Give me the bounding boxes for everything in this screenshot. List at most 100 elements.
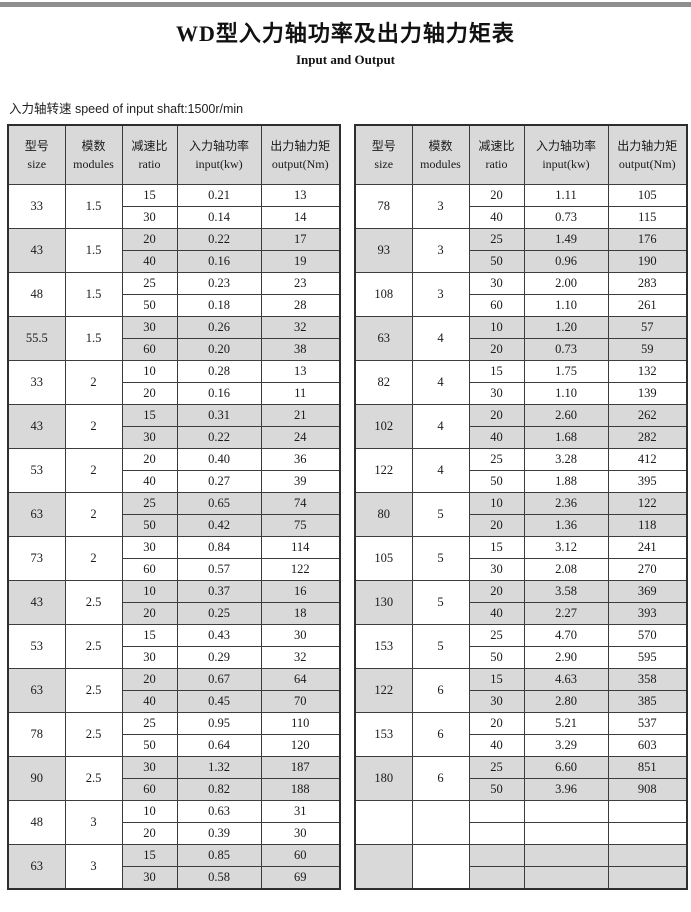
ratio-cell: 20: [121, 448, 178, 471]
group-row-second: 30 0.14 14: [8, 206, 341, 229]
column-header-cjk: 出力轴力矩: [270, 139, 331, 153]
output-nm-cell: 57: [607, 316, 688, 339]
input-kw-cell: 0.22: [176, 426, 262, 449]
modules-cell: 5: [411, 624, 470, 669]
group-row-second: 40 0.73 115: [355, 206, 688, 229]
group-row-first: 63 2.5 20 0.67 64: [7, 668, 341, 713]
group-row-second: 40 0.16 19: [8, 250, 341, 273]
size-cell: 63: [354, 316, 413, 361]
header-row: 型号 size 模数 modules 减速比 ratio 入力轴功率 input(kw) 出力轴…: [354, 124, 688, 185]
ratio-cell: 10: [121, 580, 178, 603]
output-nm-cell: 188: [260, 778, 341, 801]
output-nm-cell: 283: [607, 272, 688, 295]
group-row-second: 20 0.16 11: [8, 382, 341, 405]
output-nm-cell: 32: [260, 646, 341, 669]
ratio-cell: 20: [468, 712, 525, 735]
output-nm-cell: 261: [607, 294, 688, 317]
input-kw-cell: 0.39: [176, 822, 262, 845]
group-row-first: 130 5 20 3.58 369: [354, 580, 688, 625]
group-row-second: 50 2.90 595: [355, 646, 688, 669]
input-kw-cell: [523, 866, 609, 890]
input-kw-cell: 0.63: [176, 800, 262, 823]
group-row-second: 30 0.58 69: [8, 866, 341, 890]
output-nm-cell: 30: [260, 624, 341, 647]
group-row-first: 82 4 15 1.75 132: [354, 360, 688, 405]
ratio-cell: [468, 844, 525, 867]
group-row-second: 60 0.20 38: [8, 338, 341, 361]
size-cell: 55.5: [7, 316, 66, 361]
input-kw-cell: 0.57: [176, 558, 262, 581]
output-nm-cell: 139: [607, 382, 688, 405]
ratio-cell: 25: [468, 448, 525, 471]
output-nm-cell: 187: [260, 756, 341, 779]
output-nm-cell: 190: [607, 250, 688, 273]
output-nm-cell: 110: [260, 712, 341, 735]
ratio-cell: [468, 800, 525, 823]
ratio-cell: 30: [468, 272, 525, 295]
group-row-second: [355, 866, 688, 890]
group-row-second: 40 3.29 603: [355, 734, 688, 757]
input-kw-cell: 0.26: [176, 316, 262, 339]
column-header-modules: 模数 modules: [64, 124, 123, 185]
input-kw-cell: 0.58: [176, 866, 262, 890]
input-kw-cell: 3.96: [523, 778, 609, 801]
group-row-first: 48 1.5 25 0.23 23: [7, 272, 341, 317]
output-nm-cell: 13: [260, 184, 341, 207]
output-nm-cell: 122: [260, 558, 341, 581]
ratio-cell: 40: [468, 206, 525, 229]
ratio-cell: 25: [468, 624, 525, 647]
modules-cell: 6: [411, 756, 470, 801]
page-title: WD型入力轴功率及出力轴力矩表: [176, 21, 515, 46]
input-kw-cell: 1.49: [523, 228, 609, 251]
input-kw-cell: [523, 800, 609, 823]
modules-cell: 2.5: [64, 756, 123, 801]
power-torque-table-right: 型号 size 模数 modules 减速比 ratio 入力轴功率 input(kw) 出力轴…: [354, 124, 688, 890]
input-kw-cell: 0.84: [176, 536, 262, 559]
group-row-first: 48 3 10 0.63 31: [7, 800, 341, 845]
output-nm-cell: 21: [260, 404, 341, 427]
modules-cell: 3: [411, 184, 470, 229]
size-cell: 105: [354, 536, 413, 581]
output-nm-cell: 176: [607, 228, 688, 251]
size-cell: 43: [7, 404, 66, 449]
size-cell: 63: [7, 492, 66, 537]
top-divider-bar: [0, 2, 691, 7]
size-cell: 33: [7, 184, 66, 229]
column-header-input-kw: 入力轴功率 input(kw): [176, 124, 262, 185]
input-kw-cell: 0.27: [176, 470, 262, 493]
group-row-first: 53 2 20 0.40 36: [7, 448, 341, 493]
group-row-first: 80 5 10 2.36 122: [354, 492, 688, 537]
ratio-cell: 50: [121, 734, 178, 757]
input-kw-cell: 0.29: [176, 646, 262, 669]
ratio-cell: 15: [121, 184, 178, 207]
size-cell: 63: [7, 844, 66, 890]
group-row-second: [355, 822, 688, 845]
size-cell: 63: [7, 668, 66, 713]
input-kw-cell: 1.88: [523, 470, 609, 493]
group-row-first: 55.5 1.5 30 0.26 32: [7, 316, 341, 361]
input-kw-cell: 0.37: [176, 580, 262, 603]
input-kw-cell: 3.12: [523, 536, 609, 559]
output-nm-cell: [607, 822, 688, 845]
input-kw-cell: 0.40: [176, 448, 262, 471]
ratio-cell: 50: [121, 294, 178, 317]
input-kw-cell: 2.36: [523, 492, 609, 515]
size-cell: 53: [7, 624, 66, 669]
input-kw-cell: 1.10: [523, 382, 609, 405]
output-nm-cell: 24: [260, 426, 341, 449]
column-header-en: output(Nm): [618, 157, 676, 171]
input-kw-cell: 0.20: [176, 338, 262, 361]
output-nm-cell: 851: [607, 756, 688, 779]
ratio-cell: 20: [468, 338, 525, 361]
ratio-cell: 50: [468, 778, 525, 801]
group-row-second: 40 0.45 70: [8, 690, 341, 713]
group-row-first: 180 6 25 6.60 851: [354, 756, 688, 801]
column-header-output-nm: 出力轴力矩 output(Nm): [260, 124, 341, 185]
group-row-second: 40 2.27 393: [355, 602, 688, 625]
column-header-ratio: 减速比 ratio: [121, 124, 178, 185]
output-nm-cell: 74: [260, 492, 341, 515]
output-nm-cell: [607, 866, 688, 890]
column-header-en: size: [27, 157, 47, 171]
ratio-cell: 25: [121, 272, 178, 295]
size-cell: [354, 844, 413, 890]
